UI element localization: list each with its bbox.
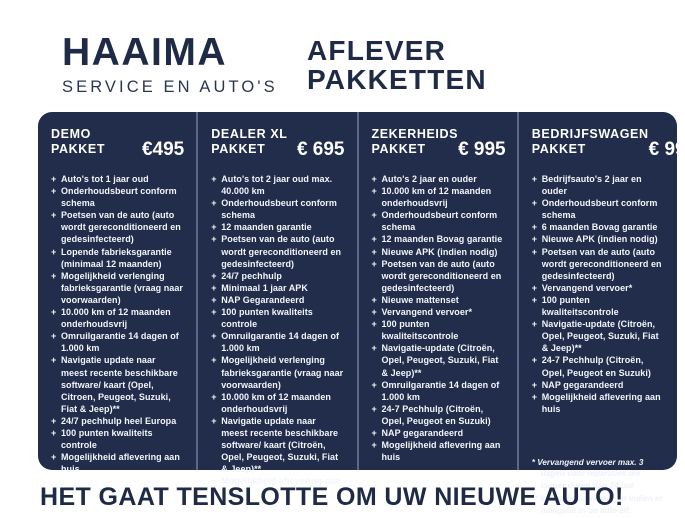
feature-item: Minimaal 1 jaar APK: [211, 282, 344, 294]
feature-item: 10.000 km of 12 maanden onderhoudsvrij: [51, 306, 184, 330]
package-header: DEMO PAKKET €495: [51, 127, 185, 160]
package-column-zekerheids: ZEKERHEIDS PAKKET € 995 Auto's 2 jaar en…: [356, 112, 517, 470]
package-column-dealer-xl: DEALER XL PAKKET € 695 Auto's tot 2 jaar…: [196, 112, 356, 498]
feature-item: Poetsen van de auto (auto wordt gerecond…: [211, 233, 344, 269]
footnotes: * Vervangend vervoer max. 3 dagen voor r…: [532, 457, 665, 518]
brand-name: HAAIMA: [62, 31, 227, 74]
feature-item: Vervangend vervoer*: [372, 306, 505, 318]
feature-list: Auto's tot 1 jaar oudOnderhoudsbeurt con…: [51, 173, 184, 475]
feature-item: 24-7 Pechhulp (Citroën, Opel, Peugeot en…: [532, 354, 665, 378]
feature-item: NAP Gegarandeerd: [211, 294, 344, 306]
feature-list: Bedrijfsauto's 2 jaar en ouderOnderhouds…: [532, 173, 665, 415]
package-header: ZEKERHEIDS PAKKET € 995: [371, 127, 506, 160]
footnote-item: ** Indien beschikbaar en indien er navig…: [531, 494, 663, 515]
feature-item: Poetsen van de auto (auto wordt gerecond…: [372, 258, 505, 294]
feature-item: Mogelijkheid aflevering aan huis: [532, 391, 665, 415]
feature-item: Nieuwe mattenset: [372, 294, 505, 306]
feature-item: 10.000 km of 12 maanden onderhoudsvrij: [211, 391, 344, 415]
feature-item: Onderhoudsbeurt conform schema: [211, 197, 344, 221]
feature-item: 12 maanden Bovag garantie: [372, 233, 505, 245]
feature-item: Lopende fabrieksgarantie (minimaal 12 ma…: [51, 246, 184, 270]
page-title-line1: AFLEVER: [307, 35, 447, 66]
feature-item: Vervangend vervoer*: [532, 282, 665, 294]
feature-item: Auto's tot 2 jaar oud max. 40.000 km: [211, 173, 344, 197]
feature-item: 24/7 pechhulp heel Europa: [51, 415, 184, 427]
feature-item: NAP gegarandeerd: [532, 379, 665, 391]
feature-list: Auto's tot 2 jaar oud max. 40.000 kmOnde…: [211, 173, 344, 500]
feature-item: Onderhoudsbeurt conform schema: [51, 185, 184, 209]
feature-item: Mogelijkheid verlenging fabrieksgarantie…: [211, 354, 344, 390]
package-header: DEALER XL PAKKET € 695: [211, 127, 345, 160]
feature-item: Poetsen van de auto (auto wordt gerecond…: [532, 246, 665, 282]
feature-item: Omruilgarantie 14 dagen of 1.000 km: [372, 379, 505, 403]
package-price: € 995: [458, 139, 506, 160]
feature-item: Bedrijfsauto's 2 jaar en ouder: [532, 173, 665, 197]
feature-item: Mogelijkheid aflevering aan huis: [372, 439, 505, 463]
feature-item: 100 punten kwaliteits controle: [211, 306, 344, 330]
feature-item: Auto's 2 jaar en ouder: [372, 173, 505, 185]
feature-item: Navigatie-update (Citroën, Opel, Peugeot…: [372, 342, 505, 378]
package-price: € 995: [648, 139, 685, 160]
feature-item: Nieuwe APK (indien nodig): [532, 233, 665, 245]
feature-item: Mogelijkheid aflevering aan huis: [51, 451, 184, 475]
package-name: ZEKERHEIDS PAKKET: [371, 127, 459, 156]
feature-item: Onderhoudsbeurt conform schema: [372, 209, 505, 233]
package-name: BEDRIJFSWAGEN PAKKET: [531, 127, 649, 156]
package-column-demo: DEMO PAKKET €495 Auto's tot 1 jaar oudOn…: [38, 112, 196, 474]
packages-panel: DEMO PAKKET €495 Auto's tot 1 jaar oudOn…: [38, 112, 685, 515]
feature-item: Mogelijkheid verlenging fabrieksgarantie…: [51, 270, 184, 306]
feature-item: 24-7 Pechhulp (Citroën, Opel, Peugeot en…: [372, 403, 505, 427]
feature-item: 6 maanden Bovag garantie: [532, 221, 665, 233]
package-name: DEALER XL PAKKET: [211, 127, 288, 156]
feature-item: Navigatie update naar meest recente besc…: [51, 354, 184, 414]
feature-item: Omruilgarantie 14 dagen of 1.000 km: [51, 330, 184, 354]
package-name: DEMO PAKKET: [51, 127, 106, 156]
feature-item: Omruilgarantie 14 dagen of 1.000 km: [211, 330, 344, 354]
feature-item: Navigatie-update (Citroën, Opel, Peugeot…: [532, 318, 665, 354]
feature-item: 12 maanden garantie: [211, 221, 344, 233]
feature-item: 100 punten kwaliteitscontrole: [532, 294, 665, 318]
feature-list: Auto's 2 jaar en ouder10.000 km of 12 ma…: [372, 173, 505, 463]
feature-item: Onderhoudsbeurt conform schema: [532, 197, 665, 221]
feature-item: 100 punten kwaliteits controle: [51, 427, 184, 451]
footnote-item: * Vervangend vervoer max. 3 dagen voor r…: [531, 457, 644, 490]
feature-item: Nieuwe APK (indien nodig): [372, 246, 505, 258]
feature-item: Mogelijkheid aflevering aan huis: [211, 475, 344, 499]
feature-item: 10.000 km of 12 maanden onderhoudsvrij: [372, 185, 505, 209]
package-price: €495: [141, 139, 185, 160]
brand-logo: HAAIMA SERVICE EN AUTO'S: [62, 33, 278, 97]
feature-item: Poetsen van de auto (auto wordt gerecond…: [51, 209, 184, 245]
feature-item: Auto's tot 1 jaar oud: [51, 173, 184, 185]
package-column-bedrijfswagen: BEDRIJFSWAGEN PAKKET € 995 Bedrijfsauto'…: [516, 112, 685, 515]
tagline: HET GAAT TENSLOTTE OM UW NIEUWE AUTO!: [40, 483, 624, 511]
package-header: BEDRIJFSWAGEN PAKKET € 995: [531, 127, 685, 159]
page-title-line2: PAKKETTEN: [307, 64, 487, 95]
feature-item: 24/7 pechhulp: [211, 270, 344, 282]
package-price: € 695: [296, 139, 345, 160]
page-title: AFLEVER PAKKETTEN: [307, 36, 487, 94]
brand-subtitle: SERVICE EN AUTO'S: [62, 78, 278, 96]
feature-item: Navigatie update naar meest recente besc…: [211, 415, 344, 475]
feature-item: NAP gegarandeerd: [372, 427, 505, 439]
feature-item: 100 punten kwaliteitscontrole: [372, 318, 505, 342]
